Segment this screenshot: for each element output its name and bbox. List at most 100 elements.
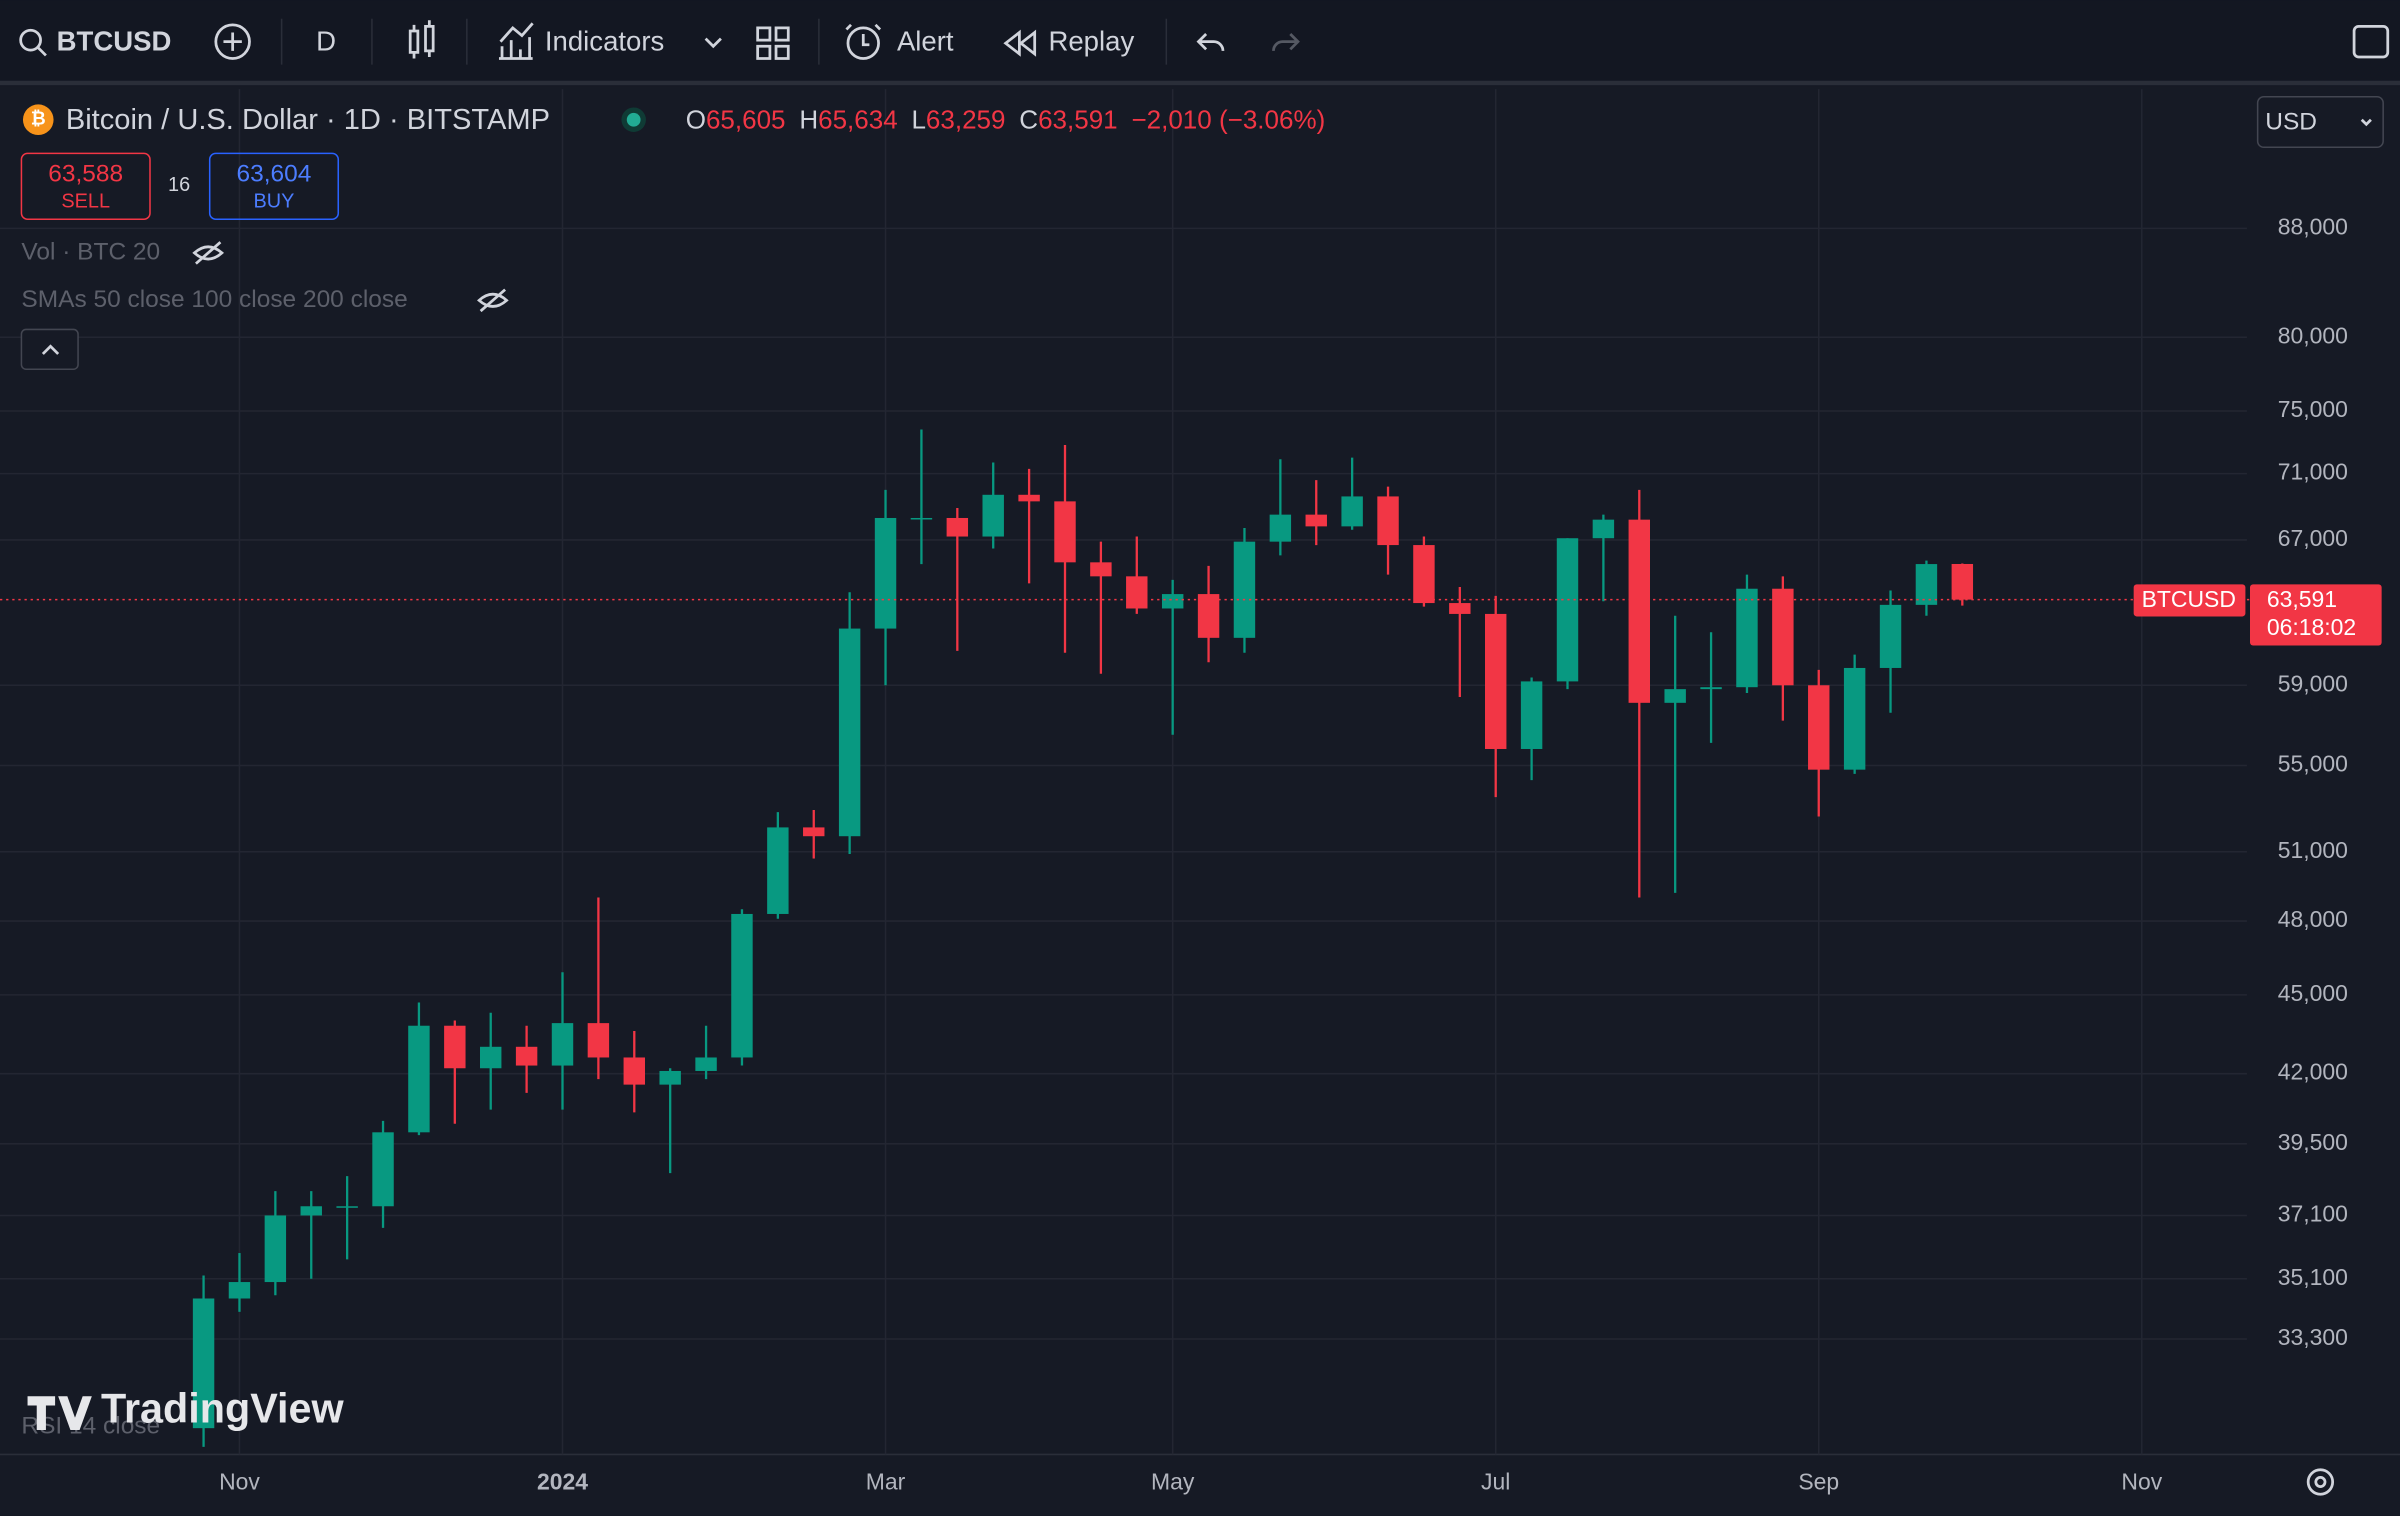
search-icon[interactable] [19,28,42,52]
y-tick-label: 67,000 [2278,525,2348,551]
buy-price: 63,604 [237,160,312,187]
candle-body [1520,681,1543,749]
candle-body [1843,667,1866,770]
fullscreen[interactable] [2352,24,2390,59]
add-symbol[interactable] [214,23,251,60]
candle-body [1628,519,1650,703]
redo[interactable] [1272,33,1300,52]
candle-body [1700,687,1722,690]
replay-icon[interactable] [1003,29,1037,57]
y-tick-label: 33,300 [2278,1324,2348,1350]
symbol[interactable]: BTCUSD [57,25,172,56]
sma-indicator[interactable]: SMAs 50 close 100 close 200 close [21,286,407,313]
market-status [626,112,641,127]
tradingview-logo [27,1396,92,1430]
alert-button[interactable]: Alert [897,25,954,56]
candle-body [803,827,825,837]
hidden-icon[interactable] [192,241,225,265]
candle-body [1485,613,1507,749]
candle-body [1377,496,1399,546]
collapse-button[interactable] [20,328,79,370]
x-tick-label: Mar [866,1469,906,1495]
x-tick-label: Jul [1481,1469,1510,1495]
symbol-title: Bitcoin / U.S. Dollar · 1D · BITSTAMP [66,104,550,136]
alert-icon [845,23,882,47]
y-tick-label: 45,000 [2278,980,2348,1006]
toolbar: BTCUSD D Indicators Alert Replay [19,18,2390,65]
y-tick-label: 55,000 [2278,751,2348,777]
indicators-icon[interactable] [498,22,534,60]
candle-body [1018,494,1040,502]
candle-body [1197,594,1220,638]
chart-type[interactable] [408,20,435,59]
candle-body [1054,501,1076,563]
ohlc-key: H [799,104,818,134]
x-tick-label: May [1151,1469,1195,1495]
candle-body [1592,519,1615,539]
y-tick-label: 51,000 [2278,837,2348,863]
bitcoin-icon: ₿ [31,108,46,129]
candle-body [444,1025,466,1069]
currency: USD [2265,108,2317,135]
y-tick-label: 39,500 [2278,1129,2348,1155]
candle-body [551,1023,574,1066]
plot: 33,300 35,100 37,100 39,500 42,000 45,000 48,0… [0,89,2382,1495]
alert-icon[interactable] [846,26,880,60]
spread: 16 [168,174,190,196]
add-symbol [223,32,242,51]
sell-button[interactable] [20,152,151,220]
currency-select[interactable] [2256,96,2384,149]
change: −2,010 (−3.06%) [1131,104,1325,134]
candle-body [408,1025,430,1133]
candle-body [946,517,969,537]
x-tick-label: Sep [1798,1469,1839,1495]
settings[interactable] [2306,1468,2335,1496]
x-tick-label: Nov [219,1469,260,1495]
volume-indicator[interactable]: Vol · BTC 20 [21,238,160,265]
layouts[interactable] [756,26,790,60]
candle-body [587,1023,610,1058]
candle-body [767,827,789,914]
ohlc-value: 63,259 [926,104,1006,134]
hidden-icon[interactable] [477,288,509,313]
ohlc-key: L [911,104,925,134]
candle-body [1951,563,1974,600]
buy-button[interactable] [208,152,340,220]
ohlc-key: C [1019,104,1038,134]
candle-body [1161,594,1184,609]
settings [2314,1476,2327,1488]
dropdown [2360,118,2372,127]
candle-body [228,1282,251,1299]
indicators-button[interactable]: Indicators [545,25,664,56]
ohlc: O65,605 H65,634 L63,259 C63,591 −2,010 (−3.0… [686,104,1326,134]
legend: ₿ Bitcoin / U.S. Dollar · 1D · BITSTAMP … [20,96,2384,1496]
candle-body [300,1206,322,1216]
y-tick-label: 48,000 [2278,906,2348,932]
candle-body [192,1298,215,1429]
candle-body [838,628,861,837]
y-tick-label: 71,000 [2278,459,2348,485]
undo[interactable] [1196,33,1225,52]
dropdown[interactable] [704,37,722,49]
candle-body [1126,576,1148,609]
interval[interactable]: D [316,25,336,56]
ohlc-value: 65,605 [706,104,786,134]
y-tick-label: 80,000 [2278,322,2348,348]
bitcoin-icon [22,104,54,136]
sell-label: SELL [61,191,110,213]
candle-body [372,1132,394,1207]
y-tick-label: 42,000 [2278,1059,2348,1085]
price-label-value: 63,591 [2267,586,2337,612]
candle-body [1090,562,1112,577]
candle-body [695,1057,717,1071]
price-label-box [2250,584,2382,646]
y-tick-label: 75,000 [2278,396,2348,422]
candle-body [982,494,1004,537]
candle-body [1233,541,1256,638]
candle-body [1413,545,1435,604]
replay-button[interactable]: Replay [1048,25,1134,56]
y-tick-label: 37,100 [2278,1201,2348,1227]
x-tick-label: 2024 [537,1469,588,1495]
candle-body [1808,685,1830,770]
